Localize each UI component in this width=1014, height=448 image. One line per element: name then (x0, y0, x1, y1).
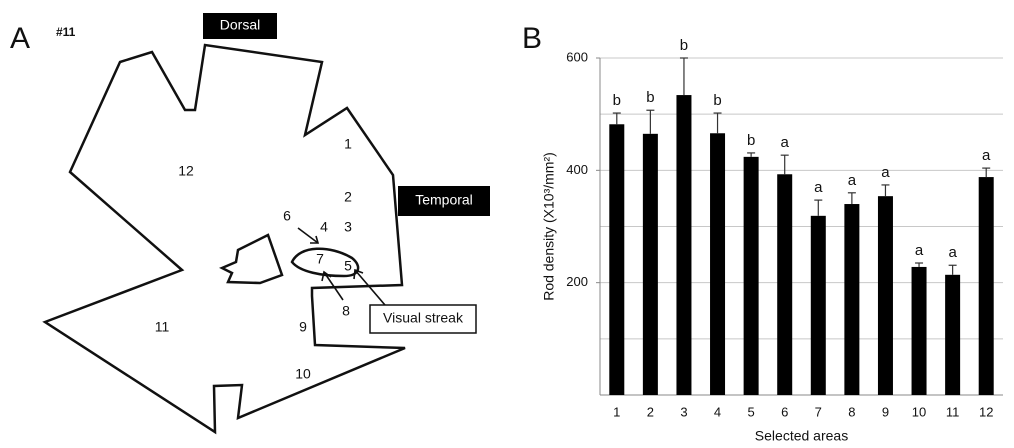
panel-label: B (522, 22, 542, 55)
arrow-head (321, 270, 332, 282)
bar (810, 215, 826, 395)
significance-letter: b (680, 37, 688, 54)
significance-letter: b (747, 132, 755, 149)
x-tick-label: 7 (815, 404, 822, 419)
x-tick-label: 5 (748, 404, 755, 419)
arrow (323, 271, 344, 301)
x-tick-label: 12 (979, 404, 993, 419)
x-tick-label: 1 (613, 404, 620, 419)
area-label: 12 (178, 163, 194, 179)
significance-letter: a (881, 164, 890, 181)
area-label: 8 (342, 303, 350, 319)
area-label: 7 (316, 251, 324, 267)
dorsal-label: Dorsal (220, 17, 260, 33)
significance-letter: b (613, 92, 621, 109)
area-label: 3 (344, 219, 352, 235)
arrow (354, 269, 386, 306)
panel-b: B 200 400 600 1 b 2 b 3 b 4 b 5 b 6 a 7 a 8 a 9 a 10 a 11 a 12 a Sel… (522, 22, 1003, 444)
arrows (297, 227, 386, 306)
arrow (297, 227, 319, 244)
significance-letter: b (713, 92, 721, 109)
significance-letter: a (982, 147, 991, 164)
temporal-label: Temporal (415, 192, 473, 208)
arrow-head (353, 268, 364, 280)
area-label: 11 (155, 319, 170, 335)
retina-outline (42, 43, 406, 435)
area-label: 1 (344, 136, 352, 152)
bar (978, 177, 994, 395)
panel-label: A (10, 22, 30, 55)
bar (743, 156, 759, 395)
central-region (219, 233, 284, 285)
specimen-label: #11 (56, 25, 76, 39)
visual-streak-box (369, 304, 477, 334)
bar (609, 124, 625, 395)
x-tick-label: 8 (848, 404, 855, 419)
area-label: 4 (320, 219, 328, 235)
area-label: 6 (283, 208, 291, 224)
significance-letter: a (848, 172, 857, 189)
bar (844, 204, 860, 395)
area-label: 9 (299, 319, 307, 335)
x-tick-label: 3 (680, 404, 687, 419)
area-label: 10 (295, 366, 311, 382)
x-tick-label: 6 (781, 404, 788, 419)
y-tick-label: 200 (566, 274, 588, 289)
temporal-box (398, 186, 490, 216)
area-label: 5 (344, 258, 352, 274)
panel-a (42, 43, 406, 435)
dorsal-box (203, 13, 277, 39)
x-tick-label: 4 (714, 404, 721, 419)
x-tick-label: 11 (946, 404, 960, 419)
x-axis-label: Selected areas (755, 428, 848, 444)
significance-letter: a (948, 244, 957, 261)
arrow-head (310, 235, 320, 244)
visual-streak-label: Visual streak (383, 310, 464, 326)
bar (710, 133, 726, 395)
bar (945, 274, 961, 395)
x-tick-label: 9 (882, 404, 889, 419)
bar (676, 95, 692, 395)
significance-letter: a (814, 179, 823, 196)
significance-letter: b (646, 89, 654, 106)
bar (911, 266, 927, 395)
y-tick-label: 600 (566, 49, 588, 64)
significance-letter: a (915, 242, 924, 259)
bar (777, 174, 793, 395)
significance-letter: a (781, 134, 790, 151)
bar (642, 133, 658, 395)
area-label: 2 (344, 189, 352, 205)
visual-streak-outline (290, 247, 360, 278)
y-axis-label: Rod density (X10³/mm²) (541, 152, 557, 301)
x-tick-label: 2 (647, 404, 654, 419)
y-tick-label: 400 (566, 162, 588, 177)
x-tick-label: 10 (912, 404, 926, 419)
bar (877, 196, 893, 395)
